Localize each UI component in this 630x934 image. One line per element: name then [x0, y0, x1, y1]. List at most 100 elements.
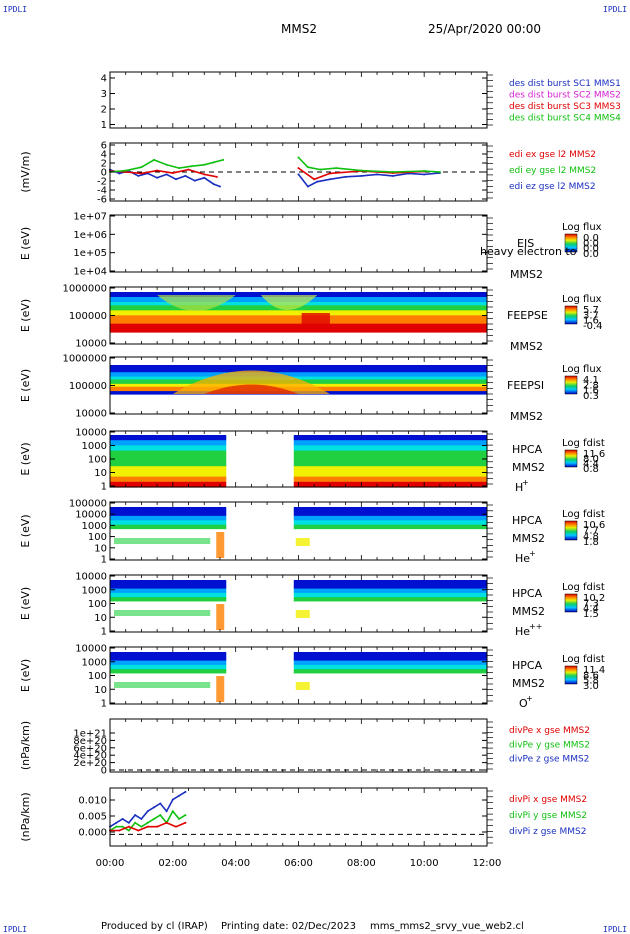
data-point: [313, 178, 316, 181]
instrument-label: HPCA: [512, 587, 543, 600]
data-point: [118, 172, 121, 175]
y-tick-label: 1: [101, 482, 107, 493]
data-point: [146, 821, 149, 824]
heatmap-band: [110, 511, 227, 515]
data-point: [297, 156, 300, 159]
heatmap-band: [110, 679, 227, 683]
data-point: [328, 172, 331, 175]
data-point: [187, 168, 190, 171]
colorbar-tick-label: 1.6: [583, 316, 599, 327]
y-tick-label: 1000: [82, 657, 107, 668]
y-axis-label: E (eV): [19, 442, 32, 475]
y-tick-label: 8e+20: [73, 736, 107, 747]
legend-entry: des dist burst SC2 MMS2: [509, 91, 621, 101]
data-point: [391, 171, 394, 173]
heatmap-band: [293, 660, 487, 664]
panel-frame: [109, 71, 488, 129]
heatmap-band: [293, 524, 487, 528]
data-series-line: [297, 156, 440, 173]
heatmap-band: [293, 442, 487, 446]
y-axis-label: E (eV): [19, 227, 32, 260]
colorbar-tick-label: 0.3: [583, 391, 599, 402]
colorbar-tick-label: 0.0: [583, 238, 599, 249]
y-tick-label: 1000000: [62, 354, 107, 365]
data-point: [335, 167, 338, 170]
heatmap-feature: [157, 295, 236, 311]
instrument-label: FEEPSI: [507, 379, 544, 392]
legend-entry: des dist burst SC1 MMS1: [509, 79, 621, 89]
colorbar: [564, 233, 578, 253]
heatmap-band: [110, 652, 227, 655]
heatmap-band: [293, 673, 487, 677]
heatmap-band: [110, 458, 227, 462]
instrument-label: HPCA: [512, 659, 543, 672]
y-tick-label: 1: [101, 627, 107, 638]
heatmap-band: [110, 471, 227, 475]
heatmap-feature: [301, 313, 330, 332]
heatmap-band: [293, 675, 487, 679]
data-series-line: [109, 791, 186, 828]
heatmap-band: [110, 313, 487, 316]
heatmap-band: [110, 453, 227, 457]
heatmap-band: [110, 509, 227, 513]
data-point: [165, 810, 168, 813]
species-label: He: [515, 552, 530, 565]
corner-label-top-left: IPDLI: [3, 5, 28, 14]
data-point: [203, 176, 206, 179]
heatmap-band: [110, 580, 227, 583]
heatmap-band: [293, 531, 487, 535]
y-tick-label: 0.000: [78, 828, 107, 839]
heatmap-band: [110, 531, 227, 535]
data-point: [152, 817, 155, 820]
x-tick-label: 10:00: [410, 858, 439, 869]
heatmap-band: [110, 365, 487, 368]
data-point: [115, 821, 118, 824]
heatmap-band: [110, 658, 227, 662]
heatmap-band: [293, 656, 487, 660]
heatmap-feature: [216, 604, 225, 630]
colorbar-tick-label: 1.8: [583, 537, 599, 548]
satellite-label: MMS2: [512, 677, 545, 690]
colorbar-title: Log flux: [562, 222, 602, 233]
legend-entry: des dist burst SC3 MMS3: [509, 102, 621, 112]
heatmap-band: [293, 601, 487, 605]
heatmap-band: [293, 437, 487, 441]
colorbar-tick-label: 8.0: [583, 454, 599, 465]
legend-entry: divPi z gse MMS2: [509, 827, 586, 837]
data-point: [174, 825, 177, 828]
data-point: [140, 817, 143, 820]
data-point: [137, 174, 140, 177]
heatmap-band: [293, 481, 487, 485]
y-tick-label: -4: [97, 186, 107, 197]
colorbar-tick-label: 0.8: [583, 464, 599, 475]
heatmap-band: [110, 590, 227, 594]
legend-entry: divPe x gse MMS2: [509, 726, 590, 736]
data-point: [212, 183, 215, 186]
heatmap-band: [293, 448, 487, 452]
colorbar-title: Log fdist: [562, 582, 605, 593]
data-point: [184, 174, 187, 177]
data-point: [127, 821, 130, 824]
heatmap-feature: [260, 295, 318, 310]
heatmap-band: [293, 515, 487, 519]
y-tick-label: 0.005: [78, 812, 107, 823]
heatmap-band: [293, 662, 487, 666]
data-point: [344, 175, 347, 178]
heatmap-band: [110, 671, 227, 675]
data-point: [391, 174, 394, 177]
heatmap-feature: [114, 682, 211, 688]
heatmap-band: [110, 315, 487, 318]
y-tick-label: 6e+20: [73, 743, 107, 754]
data-point: [178, 817, 181, 820]
heatmap-feature: [295, 538, 310, 546]
heatmap-band: [110, 529, 227, 532]
heatmap-band: [110, 325, 487, 328]
heatmap-band: [293, 535, 487, 539]
y-tick-label: 1e+21: [73, 729, 107, 740]
y-tick-label: 10000: [75, 510, 107, 521]
heatmap-band: [110, 654, 227, 657]
data-point: [222, 158, 225, 161]
data-point: [165, 163, 168, 166]
